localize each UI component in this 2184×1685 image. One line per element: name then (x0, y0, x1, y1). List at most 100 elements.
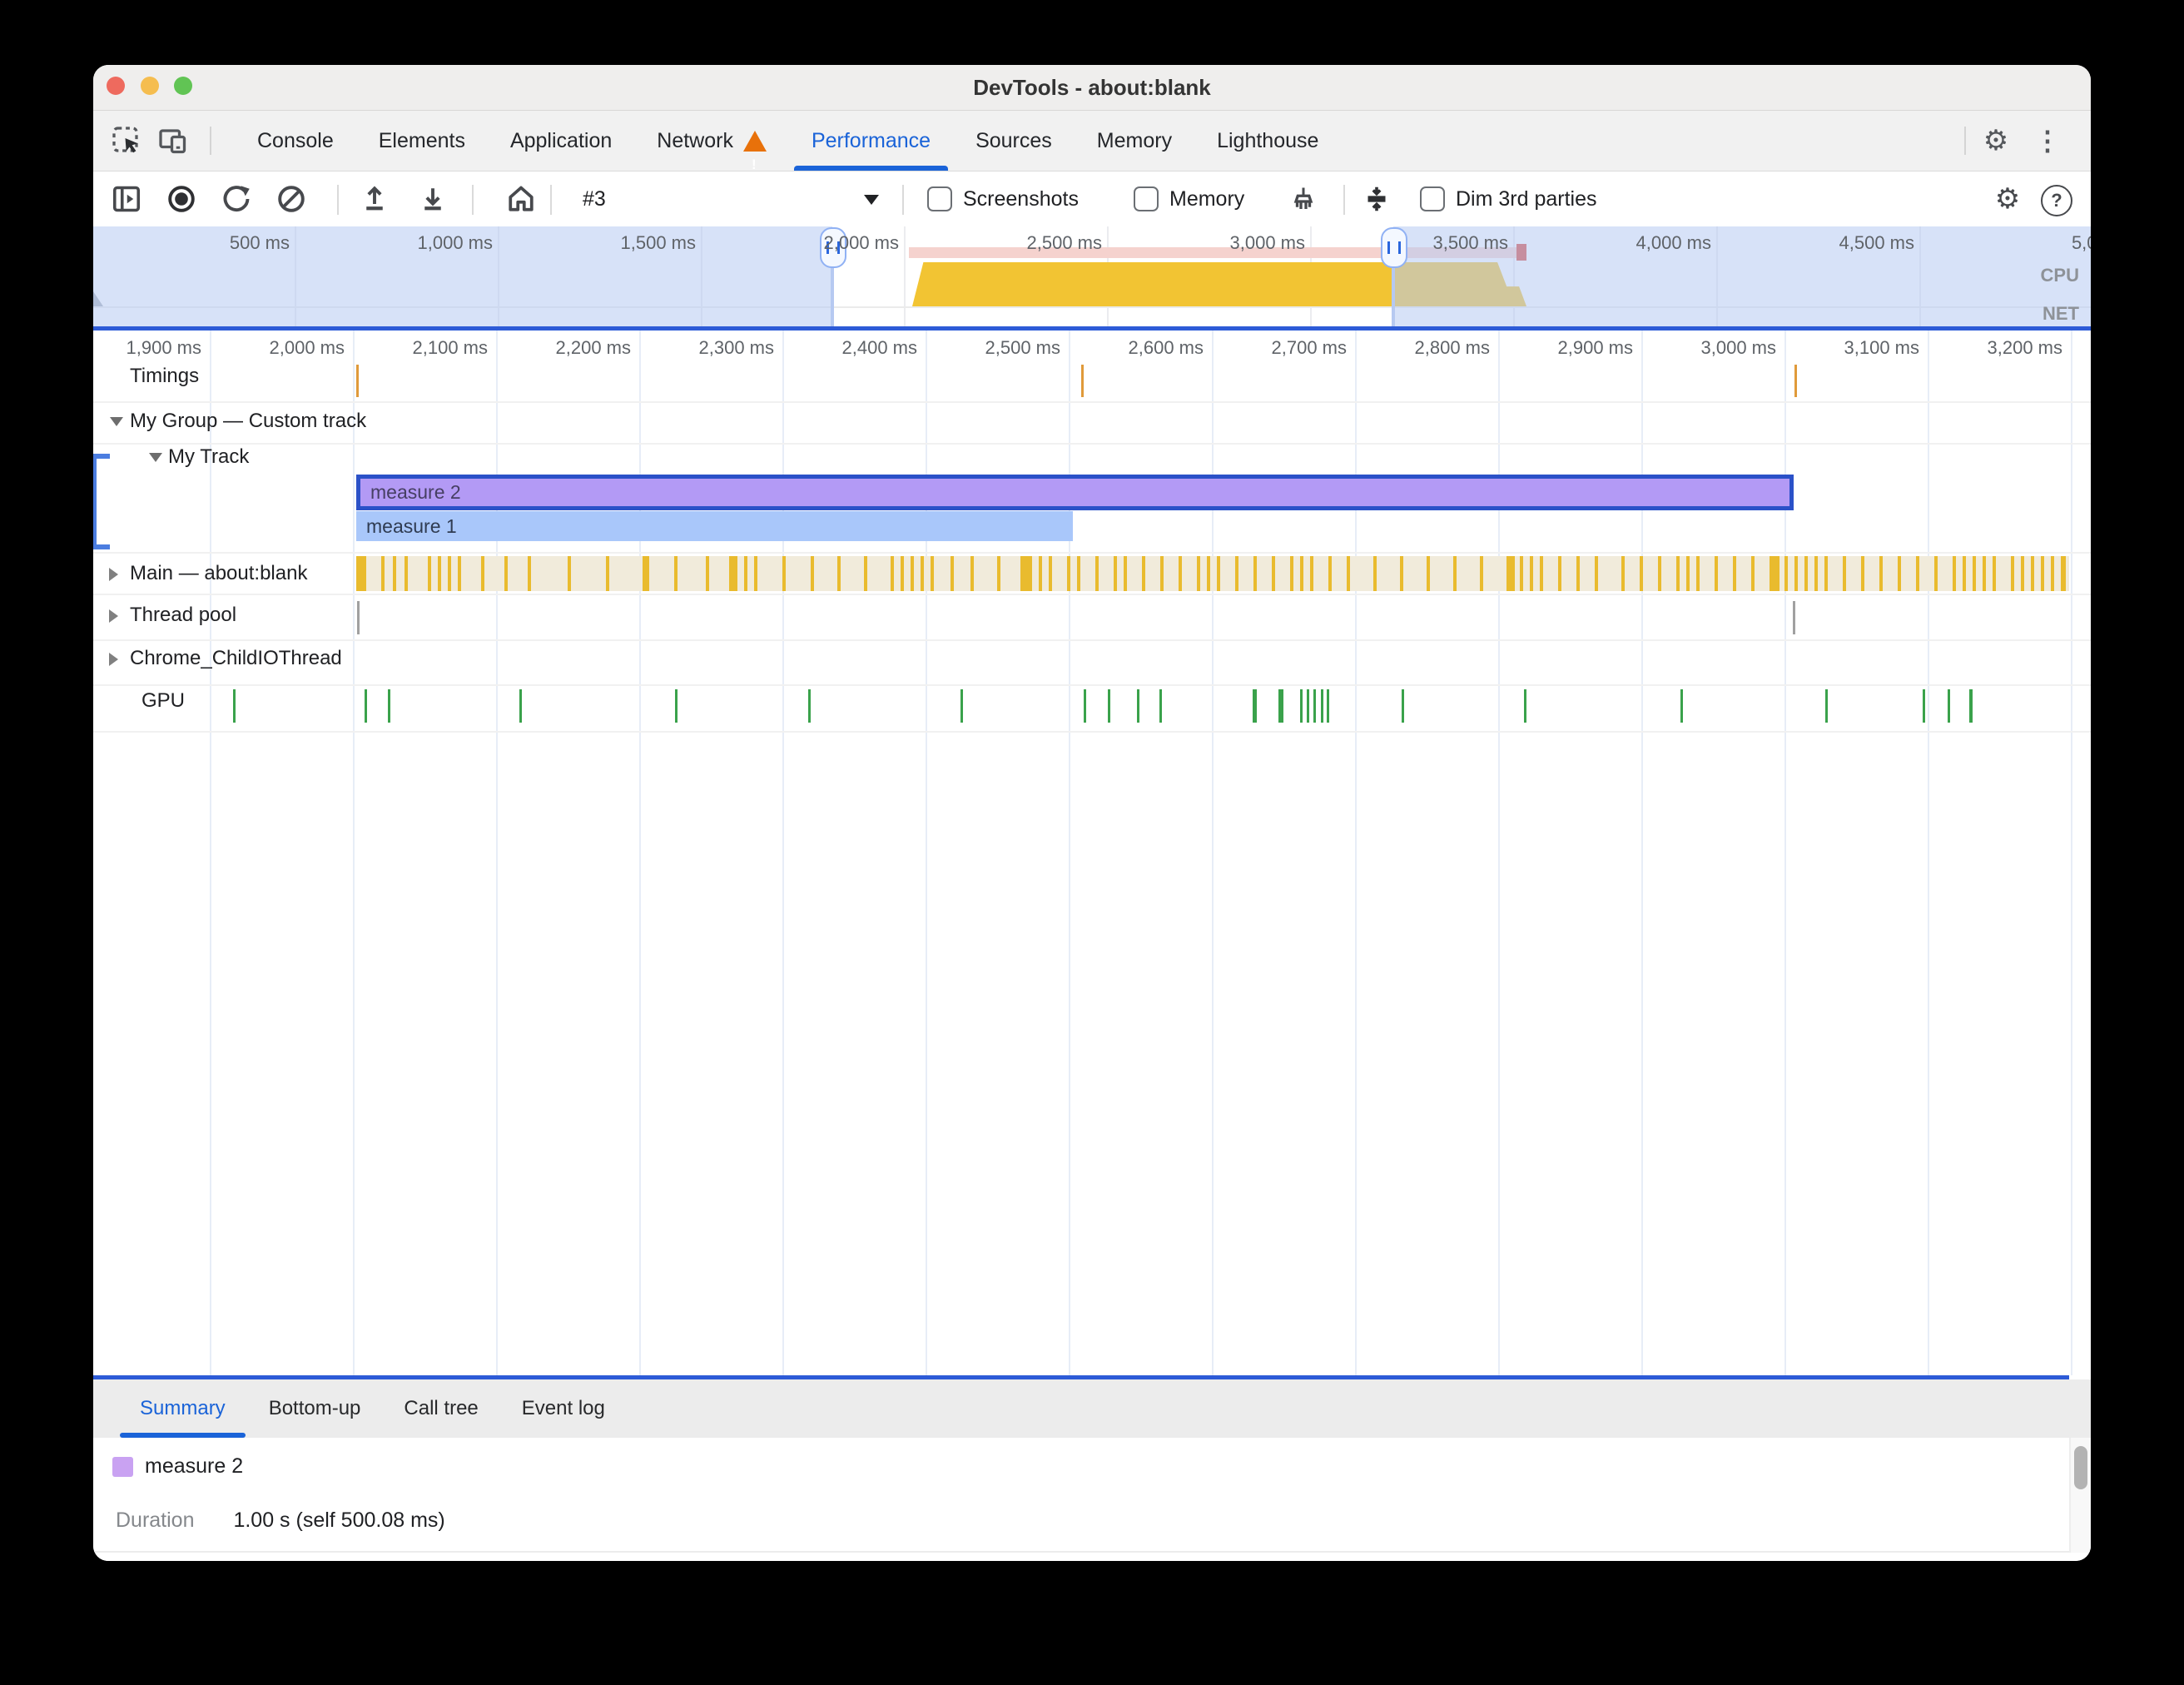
overview-tick-label: 4,000 ms (1636, 232, 1712, 253)
timeline-gridline (496, 331, 498, 1375)
record-button[interactable] (166, 184, 196, 214)
tab-elements[interactable]: Elements (356, 111, 488, 171)
dim-3rd-parties-checkbox[interactable]: Dim 3rd parties (1420, 171, 1597, 226)
track-row-separator (93, 639, 2091, 641)
timeline-gridline (353, 331, 355, 1375)
load-profile-icon[interactable] (360, 184, 390, 214)
clear-icon[interactable] (276, 184, 306, 214)
overview-tick-label: 1,000 ms (417, 232, 494, 253)
main-activity-stripe (1784, 556, 1788, 591)
live-metrics-home-icon[interactable] (506, 184, 536, 214)
track-label-chrome-childiothread[interactable]: Chrome_ChildIOThread (130, 647, 342, 669)
tabbar-divider (210, 127, 211, 155)
inspect-element-icon[interactable] (112, 126, 141, 156)
main-activity-stripe (706, 556, 709, 591)
tab-memory[interactable]: Memory (1075, 111, 1194, 171)
main-activity-stripe (1751, 556, 1755, 591)
main-activity-stripe (1049, 556, 1052, 591)
main-activity-stripe (643, 556, 649, 591)
main-activity-stripe (1347, 556, 1350, 591)
measure-color-swatch (112, 1456, 133, 1477)
main-activity-stripe (1400, 556, 1403, 591)
measure-bar-2[interactable]: measure 1 (356, 511, 1073, 541)
record-and-reload-icon[interactable] (221, 184, 251, 214)
main-activity-stripe (1506, 556, 1515, 591)
tab-lighthouse[interactable]: Lighthouse (1194, 111, 1341, 171)
main-activity-stripe (1963, 556, 1966, 591)
gpu-activity-mark (808, 689, 811, 723)
main-thread-activity-band[interactable] (356, 556, 2069, 591)
collect-garbage-icon[interactable] (1288, 184, 1318, 214)
main-activity-stripe (911, 556, 914, 591)
main-activity-stripe (393, 556, 396, 591)
timeline-gridline (1212, 331, 1214, 1375)
main-activity-stripe (1953, 556, 1956, 591)
timings-mark[interactable] (356, 365, 359, 397)
timings-mark[interactable] (1794, 365, 1797, 397)
collapse-triangle-icon[interactable] (110, 417, 123, 426)
save-profile-icon[interactable] (418, 184, 448, 214)
close-window-button[interactable] (107, 77, 125, 95)
track-label-my-track[interactable]: My Track (168, 445, 250, 468)
tab-console[interactable]: Console (235, 111, 356, 171)
main-activity-stripe (1039, 556, 1042, 591)
timeline-gridline (782, 331, 784, 1375)
toggle-sidebar-icon[interactable] (112, 184, 141, 214)
tab-performance[interactable]: Performance (789, 111, 953, 171)
track-label-my-group[interactable]: My Group — Custom track (130, 410, 367, 432)
capture-settings-gear-icon[interactable]: ⚙ (1994, 183, 2021, 215)
track-label-timings[interactable]: Timings (130, 365, 200, 387)
devtools-settings-gear-icon[interactable]: ⚙ (1983, 125, 2009, 157)
tab-network[interactable]: Network! (634, 111, 789, 172)
window-right-handle-line (1392, 265, 1395, 326)
expand-triangle-icon[interactable] (109, 568, 118, 581)
track-label-gpu[interactable]: GPU (141, 689, 186, 712)
help-icon[interactable]: ? (2041, 185, 2072, 216)
toolbar-divider (337, 185, 339, 215)
timings-mark[interactable] (1081, 365, 1084, 397)
measure-bar-1[interactable]: measure 2 (356, 475, 1794, 510)
main-activity-stripe (1272, 556, 1275, 591)
main-activity-stripe (1794, 556, 1798, 591)
main-activity-stripe (1733, 556, 1736, 591)
timeline-overview[interactable]: 500 ms 1,000 ms 1,500 ms 2,000 ms 2,500 ms 3,… (93, 226, 2091, 326)
minimize-window-button[interactable] (141, 77, 159, 95)
track-label-main[interactable]: Main — about:blank (130, 562, 308, 584)
duration-value: 1.00 s (self 500.08 ms) (233, 1509, 445, 1532)
details-tab-bottom-up[interactable]: Bottom-up (268, 1397, 361, 1419)
more-options-icon[interactable]: ⋮ (2034, 126, 2061, 156)
main-activity-stripe (2061, 556, 2066, 591)
main-activity-stripe (2051, 556, 2054, 591)
main-activity-stripe (1520, 556, 1523, 591)
history-dropdown[interactable]: #3 (569, 178, 891, 220)
track-label-thread-pool[interactable]: Thread pool (130, 604, 237, 626)
details-tab-summary[interactable]: Summary (118, 1379, 247, 1438)
track-row-separator (93, 443, 2091, 445)
collapse-triangle-icon[interactable] (149, 453, 162, 462)
tab-label: Memory (1096, 129, 1173, 152)
device-toolbar-icon[interactable] (158, 126, 188, 156)
memory-checkbox[interactable]: Memory (1134, 171, 1244, 226)
main-activity-stripe (1480, 556, 1483, 591)
timeline-tracks: 1,900 ms 2,000 ms 2,100 ms 2,200 ms 2,300 ms… (93, 331, 2091, 1375)
tab-label: Application (509, 129, 613, 152)
window-right-resize-handle[interactable] (1381, 227, 1407, 268)
gpu-activity-mark (1524, 689, 1526, 723)
expand-triangle-icon[interactable] (109, 653, 118, 666)
summary-scrollbar[interactable] (2069, 1438, 2091, 1553)
tab-sources[interactable]: Sources (953, 111, 1075, 171)
details-tab-call-tree[interactable]: Call tree (404, 1397, 479, 1419)
history-selected-value: #3 (583, 187, 606, 211)
shortcuts-dialog-icon[interactable] (1362, 184, 1392, 214)
zoom-window-button[interactable] (174, 77, 192, 95)
main-activity-stripe (1595, 556, 1598, 591)
window-left-resize-handle[interactable] (820, 227, 846, 268)
screenshots-checkbox[interactable]: Screenshots (927, 171, 1079, 226)
expand-triangle-icon[interactable] (109, 609, 118, 623)
ruler-tick-label: 2,400 ms (841, 337, 918, 358)
gpu-activity-mark (1327, 689, 1329, 723)
main-activity-stripe (1179, 556, 1182, 591)
tab-application[interactable]: Application (488, 111, 634, 171)
scrollbar-thumb[interactable] (2074, 1446, 2087, 1489)
details-tab-event-log[interactable]: Event log (521, 1397, 605, 1419)
